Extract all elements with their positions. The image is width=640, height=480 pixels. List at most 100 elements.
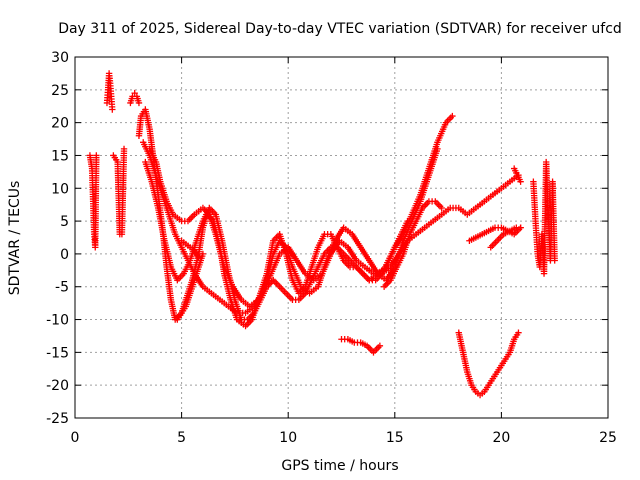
x-axis-label: GPS time / hours (281, 458, 398, 474)
data-point-fill (474, 232, 484, 240)
series-arc-10 (178, 237, 202, 261)
data-point-fill (495, 364, 504, 374)
data-point-fill (388, 252, 402, 269)
data-point-fill (530, 180, 539, 222)
data-point-fill (201, 285, 213, 295)
series-arc-9 (174, 250, 207, 323)
data-point-fill (181, 259, 193, 275)
data-point-fill (284, 291, 295, 302)
x-tick-label: 15 (386, 430, 404, 446)
series-arc-2 (103, 70, 116, 113)
data-point-fill (278, 245, 290, 256)
data-point-fill (286, 246, 299, 262)
data-point-fill (342, 252, 352, 263)
data-point-fill (271, 278, 282, 289)
data-point-fill (499, 357, 508, 367)
data-point (120, 145, 128, 153)
data-point-fill (172, 212, 183, 223)
series-arc-11 (338, 336, 384, 356)
x-tick-labels: 0 5 10 15 20 25 (71, 430, 617, 446)
data-point-fill (149, 180, 161, 209)
data-point (515, 329, 522, 336)
data-point-fill (147, 154, 159, 177)
data-point-fill (118, 147, 128, 236)
series-arc-16 (510, 165, 524, 185)
series-arc-15 (487, 224, 524, 251)
x-tick-label: 25 (599, 430, 617, 446)
data-point-fill (240, 298, 251, 308)
data-point-fill (265, 278, 275, 289)
data-point-fill (483, 193, 494, 203)
y-tick-label: -20 (46, 378, 69, 394)
data-point-fill (407, 220, 419, 236)
data-point-fill (392, 233, 404, 249)
data-point-fill (210, 291, 222, 302)
data-series (86, 70, 558, 399)
data-point-fill (382, 278, 393, 289)
data-point-fill (374, 272, 384, 282)
data-point-fill (355, 258, 367, 269)
data-point-fill (299, 285, 311, 295)
data-point-fill (187, 272, 200, 295)
data-point-fill (345, 246, 359, 262)
y-tick-label: -5 (55, 280, 69, 296)
data-point-fill (192, 249, 201, 259)
data-point-fill (194, 252, 206, 275)
data-point-fill (271, 232, 282, 243)
series-arc-12 (380, 198, 445, 290)
data-point-fill (512, 226, 523, 236)
data-point-fill (474, 199, 486, 210)
data-point-fill (235, 317, 247, 328)
data-point-fill (179, 246, 191, 262)
y-tick-label: 30 (51, 50, 69, 66)
data-point (517, 178, 524, 185)
data-point (551, 257, 558, 264)
data-point-fill (489, 239, 499, 249)
data-point-fill (487, 225, 497, 234)
data-point-fill (139, 108, 148, 118)
data-point-fill (543, 161, 552, 216)
data-point-fill (246, 311, 256, 322)
series-arc-1 (86, 152, 100, 251)
y-tick-label: -15 (46, 345, 69, 361)
data-point (438, 204, 445, 212)
data-point-fill (278, 285, 288, 295)
data-point-fill (155, 206, 168, 242)
data-point-fill (303, 279, 314, 295)
data-point-fill (153, 174, 165, 196)
data-point-fill (315, 233, 327, 249)
data-point-fill (221, 272, 234, 301)
data-point-fill (426, 147, 440, 177)
data-point-fill (309, 266, 321, 282)
data-point-fill (142, 161, 155, 183)
data-point-fill (183, 292, 193, 308)
data-point-fill (166, 213, 178, 236)
data-point-fill (495, 232, 506, 243)
data-point-fill (207, 206, 218, 217)
data-point-fill (359, 340, 369, 348)
data-point-fill (179, 305, 188, 314)
data-point-fill (481, 228, 490, 237)
data-point-fill (371, 344, 382, 354)
data-point-fill (354, 265, 365, 276)
data-point-fill (409, 200, 423, 223)
data-point (135, 99, 143, 107)
data-point-fill (379, 259, 391, 275)
data-point-fill (417, 174, 432, 203)
data-point-fill (308, 285, 320, 295)
data-point-fill (346, 337, 356, 345)
data-point-fill (315, 252, 327, 269)
data-point (517, 224, 524, 231)
data-point-fill (515, 174, 523, 183)
x-tick-label: 0 (71, 430, 80, 446)
data-point-fill (413, 206, 425, 223)
data-point (199, 250, 207, 258)
data-point-fill (449, 204, 460, 212)
y-tick-label: -25 (46, 411, 69, 427)
data-point-fill (457, 206, 469, 217)
data-point-fill (294, 259, 308, 275)
data-point-fill (232, 298, 244, 321)
series-arc-13 (455, 329, 522, 399)
data-point-fill (394, 252, 406, 269)
data-point-fill (161, 239, 174, 269)
